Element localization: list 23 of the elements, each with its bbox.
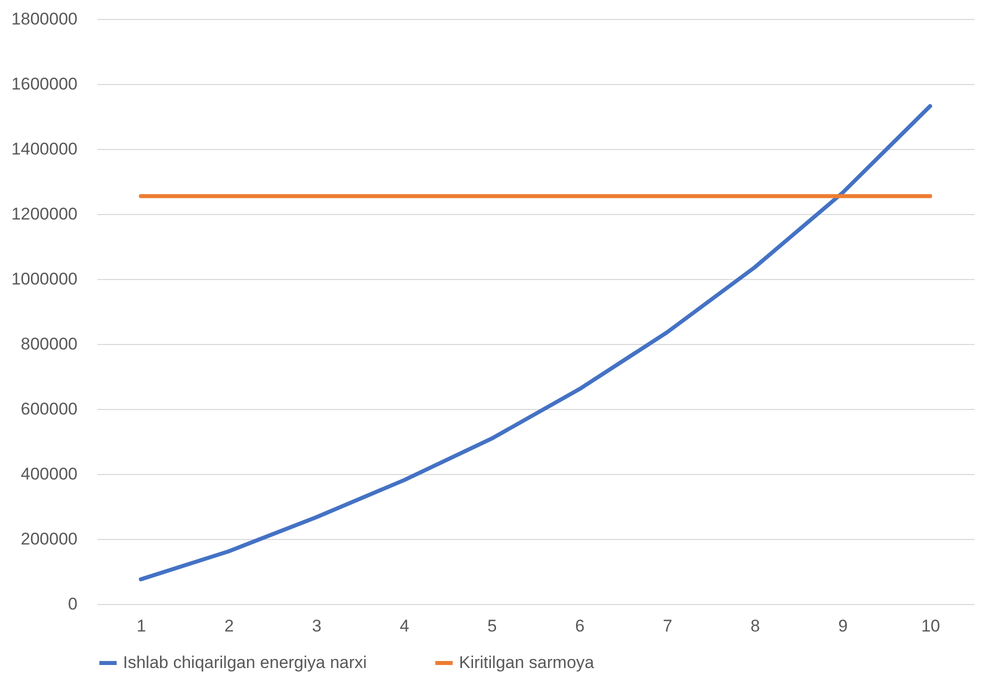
y-tick-label: 1800000 (11, 10, 78, 28)
y-tick-label: 1600000 (11, 74, 78, 94)
x-tick-label: 8 (750, 616, 760, 636)
x-tick-label: 10 (921, 616, 940, 636)
x-tick-label: 9 (838, 616, 848, 636)
y-tick-label: 200000 (20, 530, 78, 548)
x-tick-label: 6 (575, 616, 585, 636)
y-tick-label: 0 (68, 594, 78, 614)
legend-label: Ishlab chiqarilgan energiya narxi (123, 653, 367, 672)
legend-label: Kiritilgan sarmoya (459, 653, 595, 672)
y-tick-label: 1000000 (11, 270, 78, 288)
x-tick-label: 3 (312, 616, 322, 636)
x-tick-label: 4 (400, 616, 410, 636)
x-tick-label: 1 (136, 616, 146, 636)
x-tick-label: 2 (224, 616, 234, 636)
y-tick-label: 400000 (20, 464, 78, 484)
line-series (138, 104, 932, 582)
y-tick-label: 1200000 (11, 204, 78, 224)
x-tick-label: 5 (487, 616, 497, 636)
y-tick-label: 800000 (20, 334, 78, 354)
y-tick-label: 600000 (20, 400, 78, 418)
y-tick-label: 1400000 (11, 140, 78, 158)
x-tick-label: 7 (662, 616, 672, 636)
